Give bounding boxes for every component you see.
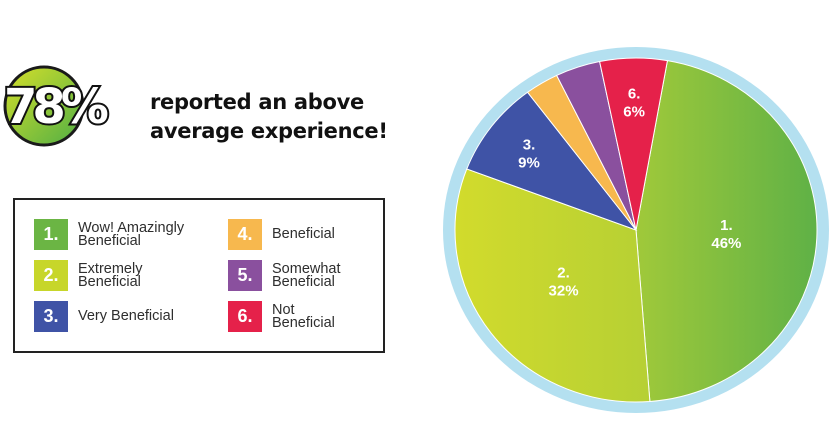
pie-slice-label-2: 2. 32% (549, 265, 579, 300)
pie-slice-label-1: 1. 46% (711, 217, 741, 252)
headline-line-1: reported an above (150, 90, 364, 114)
legend: 1. Wow! Amazingly Beneficial 2. Extremel… (13, 198, 385, 353)
pie-chart: 1. 46% 2. 32% 3. 9% 6. 6% (443, 47, 829, 413)
pie-slice-1 (635, 60, 818, 403)
legend-label: Not Beneficial (272, 301, 335, 331)
stat-badge: 78% (2, 65, 115, 147)
pie-slice-6 (599, 57, 669, 231)
legend-number: 1. (34, 219, 68, 250)
legend-number: 4. (228, 219, 262, 250)
headline-line-2: average experience! (150, 119, 388, 143)
legend-label: Wow! Amazingly Beneficial (78, 219, 185, 249)
headline: reported an above average experience! (150, 88, 388, 146)
legend-item-1: 1. Wow! Amazingly Beneficial (34, 219, 203, 250)
legend-item-3: 3. Very Beneficial (34, 301, 203, 332)
legend-number: 2. (34, 260, 68, 291)
stat-badge-circle (3, 65, 85, 147)
legend-item-5: 5. Somewhat Beneficial (228, 260, 362, 291)
legend-item-6: 6. Not Beneficial (228, 301, 352, 332)
legend-number: 6. (228, 301, 262, 332)
legend-label: Beneficial (272, 226, 335, 242)
legend-label: Extremely Beneficial (78, 260, 143, 290)
legend-item-2: 2. Extremely Beneficial (34, 260, 163, 291)
legend-number: 5. (228, 260, 262, 291)
legend-number: 3. (34, 301, 68, 332)
stat-value: 78% (4, 79, 108, 135)
pie-slice-label-6: 6. 6% (623, 86, 645, 121)
legend-label: Very Beneficial (78, 308, 174, 324)
legend-item-4: 4. Beneficial (228, 219, 397, 250)
pie-slice-3 (466, 91, 638, 232)
pie-slice-2 (454, 168, 651, 403)
pie-slice-label-3: 3. 9% (518, 136, 540, 171)
legend-label: Somewhat Beneficial (272, 260, 341, 290)
